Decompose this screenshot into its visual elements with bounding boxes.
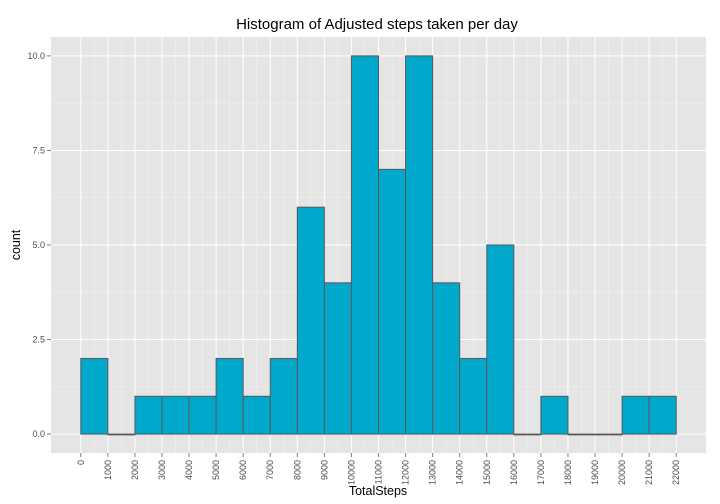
x-tick-label: 19000	[590, 460, 600, 485]
histogram-bar	[107, 433, 136, 436]
histogram-bar	[486, 244, 515, 435]
histogram-bar	[459, 357, 488, 435]
histogram-bar	[621, 395, 650, 435]
x-axis-title: TotalSteps	[349, 484, 407, 498]
x-tick-label: 4000	[184, 460, 194, 480]
x-tick-label: 12000	[401, 460, 411, 485]
y-axis-title: count	[9, 229, 23, 260]
y-tick-label: 2.5	[32, 335, 45, 345]
y-tick-label: 7.5	[32, 145, 45, 155]
histogram-bar	[161, 395, 190, 435]
x-tick-label: 5000	[211, 460, 221, 480]
histogram-bar	[134, 395, 163, 435]
x-tick-label: 8000	[292, 460, 302, 480]
histogram-bar	[540, 395, 569, 435]
x-tick-label: 1000	[103, 460, 113, 480]
histogram-bar	[350, 55, 380, 435]
y-tick-label: 5.0	[32, 240, 45, 250]
x-axis: 0 1000 2000 3000 4000 5000 6000 7000 8000 9000 100…	[76, 453, 681, 485]
x-tick-label: 20000	[617, 460, 627, 485]
chart-title: Histogram of Adjusted steps taken per da…	[236, 16, 518, 33]
histogram-bar	[648, 395, 677, 435]
y-tick-label: 10.0	[27, 51, 45, 61]
x-tick-label: 7000	[265, 460, 275, 480]
x-tick-label: 10000	[346, 460, 356, 485]
x-tick-label: 13000	[428, 460, 438, 485]
y-tick-label: 0.0	[32, 429, 45, 439]
x-tick-label: 3000	[157, 460, 167, 480]
histogram-bar	[215, 357, 244, 435]
x-tick-label: 17000	[536, 460, 546, 485]
x-tick-label: 18000	[563, 460, 573, 485]
histogram-bar	[80, 357, 109, 435]
histogram-bars	[80, 55, 677, 436]
histogram-bar	[188, 395, 217, 435]
x-tick-label: 15000	[482, 460, 492, 485]
x-tick-label: 21000	[644, 460, 654, 485]
histogram-bar	[269, 357, 298, 435]
histogram-bar	[567, 433, 596, 436]
histogram-bar	[323, 282, 352, 435]
histogram-bar	[405, 55, 434, 435]
histogram-bar	[242, 395, 271, 435]
histogram-bar	[296, 206, 325, 435]
x-tick-label: 9000	[319, 460, 329, 480]
histogram-bar	[594, 433, 623, 436]
x-tick-label: 22000	[671, 460, 681, 485]
x-tick-label: 14000	[455, 460, 465, 485]
x-tick-label: 0	[76, 460, 86, 465]
histogram-bar	[378, 168, 407, 435]
x-tick-label: 6000	[238, 460, 248, 480]
x-tick-label: 16000	[509, 460, 519, 485]
histogram-bar	[513, 433, 542, 436]
y-axis: 0.0 2.5 5.0 7.5 10.0	[27, 51, 51, 439]
x-tick-label: 2000	[130, 460, 140, 480]
x-tick-label: 11000	[374, 460, 384, 484]
histogram-bar	[432, 282, 461, 435]
